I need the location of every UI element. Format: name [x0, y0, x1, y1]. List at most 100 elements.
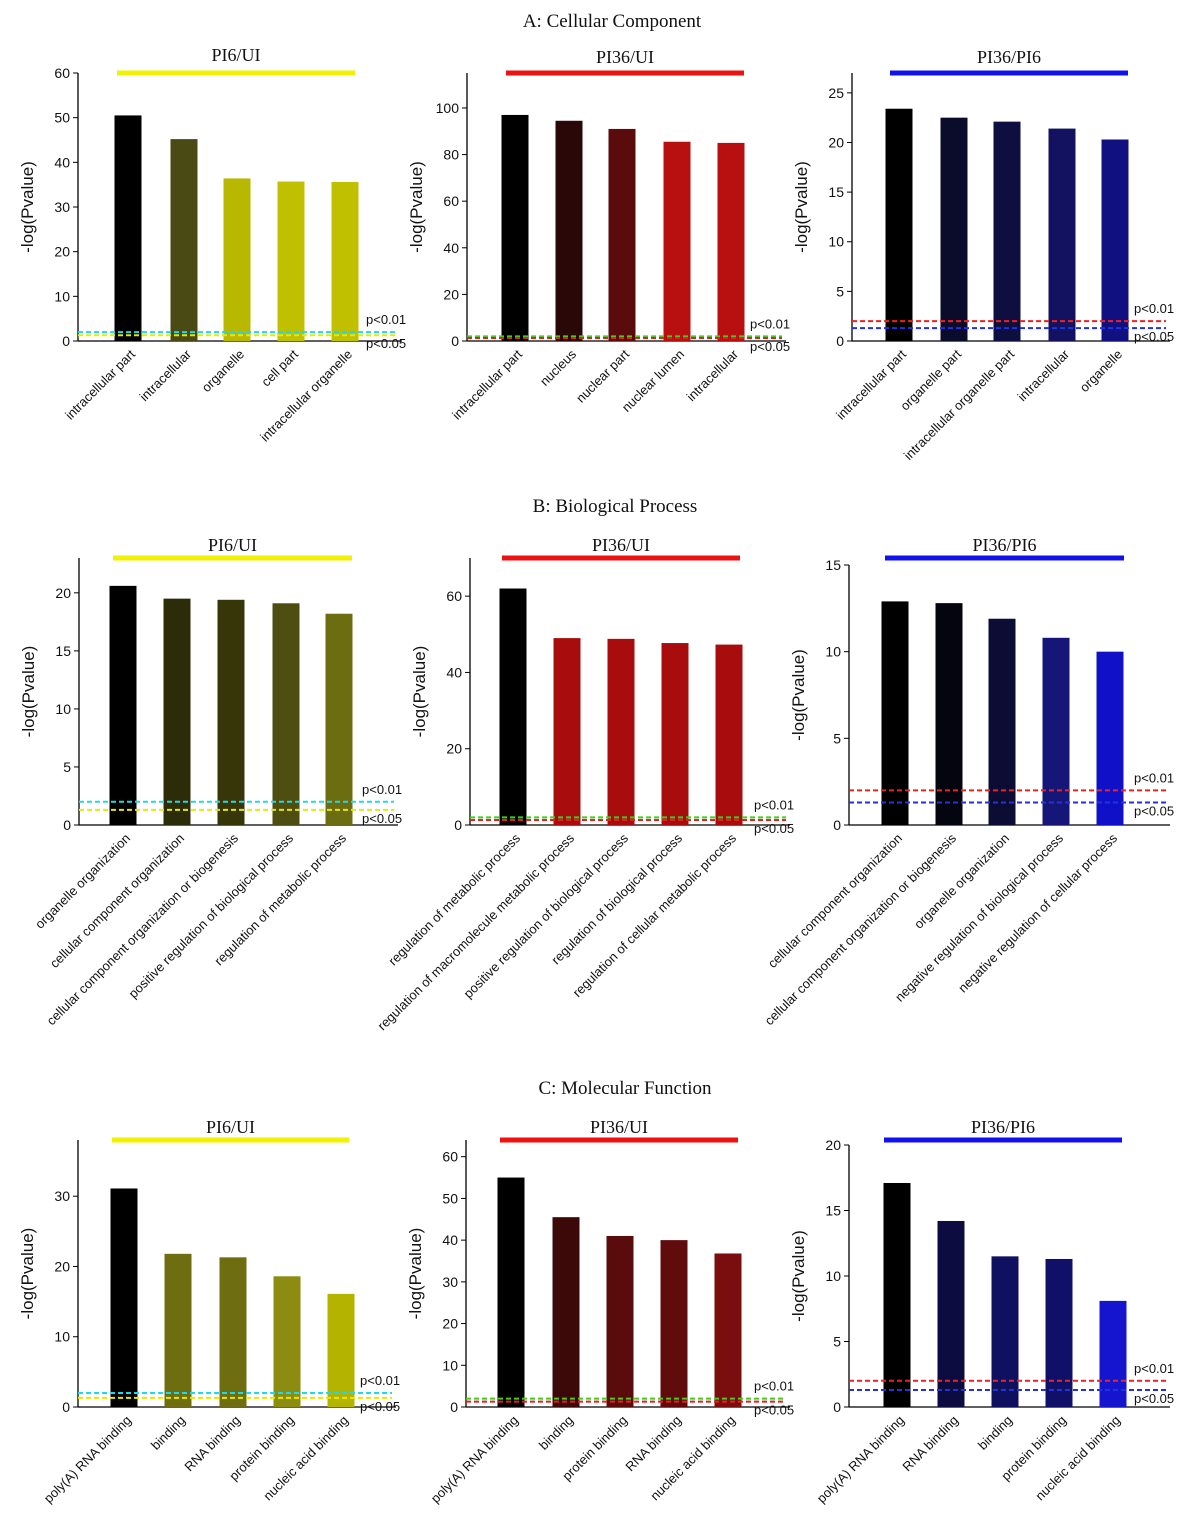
chart-panel: PI36/UI 0 20 40 60 80 100 -log(Pvalue) intracell…	[407, 47, 790, 423]
y-tick-label: 20	[442, 1316, 458, 1332]
threshold-label: p<0.05	[754, 821, 794, 836]
bar	[327, 1293, 355, 1407]
bar	[940, 117, 968, 342]
y-tick-label: 0	[451, 333, 459, 349]
y-tick-label: 60	[446, 588, 462, 604]
y-tick-label: 0	[450, 1399, 458, 1415]
y-tick-label: 20	[55, 585, 71, 601]
bar	[1042, 637, 1070, 825]
bar	[223, 178, 251, 341]
x-category-label: organelle	[1077, 347, 1125, 395]
bar	[110, 1188, 138, 1407]
x-category-label: intracellular organelle	[257, 347, 355, 445]
bar	[661, 643, 689, 825]
threshold-label: p<0.01	[1134, 770, 1174, 785]
y-tick-label: 0	[833, 817, 841, 833]
section-title-a: A: Cellular Component	[523, 11, 702, 32]
bar	[988, 618, 1016, 825]
x-category-label: regulation of macromolecule metabolic pr…	[374, 830, 577, 1033]
y-tick-label: 40	[442, 1232, 458, 1248]
bar	[606, 1235, 634, 1407]
bar	[663, 141, 691, 341]
bar	[114, 115, 142, 341]
bar	[1096, 651, 1124, 825]
panel-title: PI36/UI	[592, 535, 650, 555]
y-tick-label: 15	[825, 1203, 841, 1219]
y-axis-label: -log(Pvalue)	[18, 1228, 37, 1320]
x-category-label: binding	[148, 1413, 188, 1453]
bar	[991, 1256, 1019, 1407]
y-tick-label: 20	[828, 134, 844, 150]
y-tick-label: 5	[833, 1334, 841, 1350]
y-tick-label: 50	[442, 1190, 458, 1206]
y-tick-label: 20	[54, 1258, 70, 1274]
y-axis-label: -log(Pvalue)	[410, 646, 429, 738]
y-tick-label: 30	[54, 199, 70, 215]
bar	[1045, 1258, 1073, 1407]
threshold-label: p<0.05	[750, 339, 790, 354]
chart-panel: PI6/UI 0 5 10 15 20 -log(Pvalue) organelle orga…	[19, 535, 402, 1028]
x-category-label: organelle	[199, 347, 247, 395]
bar	[273, 1276, 301, 1407]
y-tick-label: 40	[443, 240, 459, 256]
chart-panel: PI6/UI 0 10 20 30 -log(Pvalue) poly(A) RNA bin…	[18, 1117, 400, 1506]
threshold-label: p<0.01	[754, 1379, 794, 1394]
x-category-label: binding	[975, 1413, 1015, 1453]
bar	[277, 181, 305, 341]
bar	[163, 598, 191, 825]
threshold-label: p<0.01	[1134, 1361, 1174, 1376]
bar	[881, 601, 909, 825]
threshold-label: p<0.05	[754, 1403, 794, 1418]
bar	[717, 142, 745, 341]
bar	[217, 599, 245, 825]
bar	[608, 128, 636, 341]
bar	[272, 603, 300, 825]
bar	[885, 108, 913, 341]
bar	[170, 139, 198, 341]
x-category-label: poly(A) RNA binding	[428, 1413, 521, 1506]
panel-title: PI36/PI6	[971, 1117, 1035, 1137]
chart-panel: PI36/PI6 0 5 10 15 20 -log(Pvalue) poly(A) RNA …	[789, 1117, 1174, 1506]
y-tick-label: 20	[443, 286, 459, 302]
bar	[555, 120, 583, 341]
chart-panel: PI36/UI 0 10 20 30 40 50 60 -log(Pvalue) poly(A) …	[406, 1117, 794, 1506]
x-category-label: cellular component organization or bioge…	[43, 830, 241, 1028]
y-tick-label: 100	[436, 100, 460, 116]
chart-panel: PI36/UI 0 20 40 60 -log(Pvalue) regulation of …	[374, 535, 794, 1033]
y-tick-label: 0	[62, 333, 70, 349]
y-tick-label: 40	[446, 664, 462, 680]
y-tick-label: 0	[836, 333, 844, 349]
y-tick-label: 20	[54, 244, 70, 260]
y-tick-label: 50	[54, 110, 70, 126]
panel-title: PI36/PI6	[972, 535, 1036, 555]
y-tick-label: 60	[442, 1149, 458, 1165]
y-tick-label: 0	[62, 1399, 70, 1415]
y-tick-label: 80	[443, 147, 459, 163]
bar	[553, 638, 581, 825]
section-title-b: B: Biological Process	[533, 496, 698, 517]
bar	[325, 613, 353, 825]
panel-title: PI6/UI	[212, 45, 261, 65]
y-tick-label: 10	[825, 644, 841, 660]
threshold-label: p<0.01	[754, 797, 794, 812]
bar	[331, 181, 359, 341]
bar	[499, 588, 527, 825]
y-axis-label: -log(Pvalue)	[19, 646, 38, 738]
chart-panels: PI6/UI0102030405060-log(Pvalue)intracell…	[18, 45, 1174, 1506]
y-tick-label: 40	[54, 154, 70, 170]
y-axis-label: -log(Pvalue)	[792, 161, 811, 253]
panel-title: PI6/UI	[206, 1117, 255, 1137]
y-tick-label: 5	[833, 730, 841, 746]
x-category-label: poly(A) RNA binding	[814, 1413, 907, 1506]
bar	[164, 1253, 192, 1407]
bar	[109, 585, 137, 825]
x-category-label: intracellular	[684, 346, 742, 404]
threshold-label: p<0.05	[360, 1399, 400, 1414]
y-tick-label: 30	[442, 1274, 458, 1290]
chart-panel: PI36/PI6 0 5 10 15 20 25 -log(Pvalue) intracellu…	[792, 47, 1174, 463]
y-tick-label: 15	[828, 184, 844, 200]
y-axis-label: -log(Pvalue)	[406, 1228, 425, 1320]
bar	[993, 121, 1021, 341]
threshold-label: p<0.01	[362, 782, 402, 797]
